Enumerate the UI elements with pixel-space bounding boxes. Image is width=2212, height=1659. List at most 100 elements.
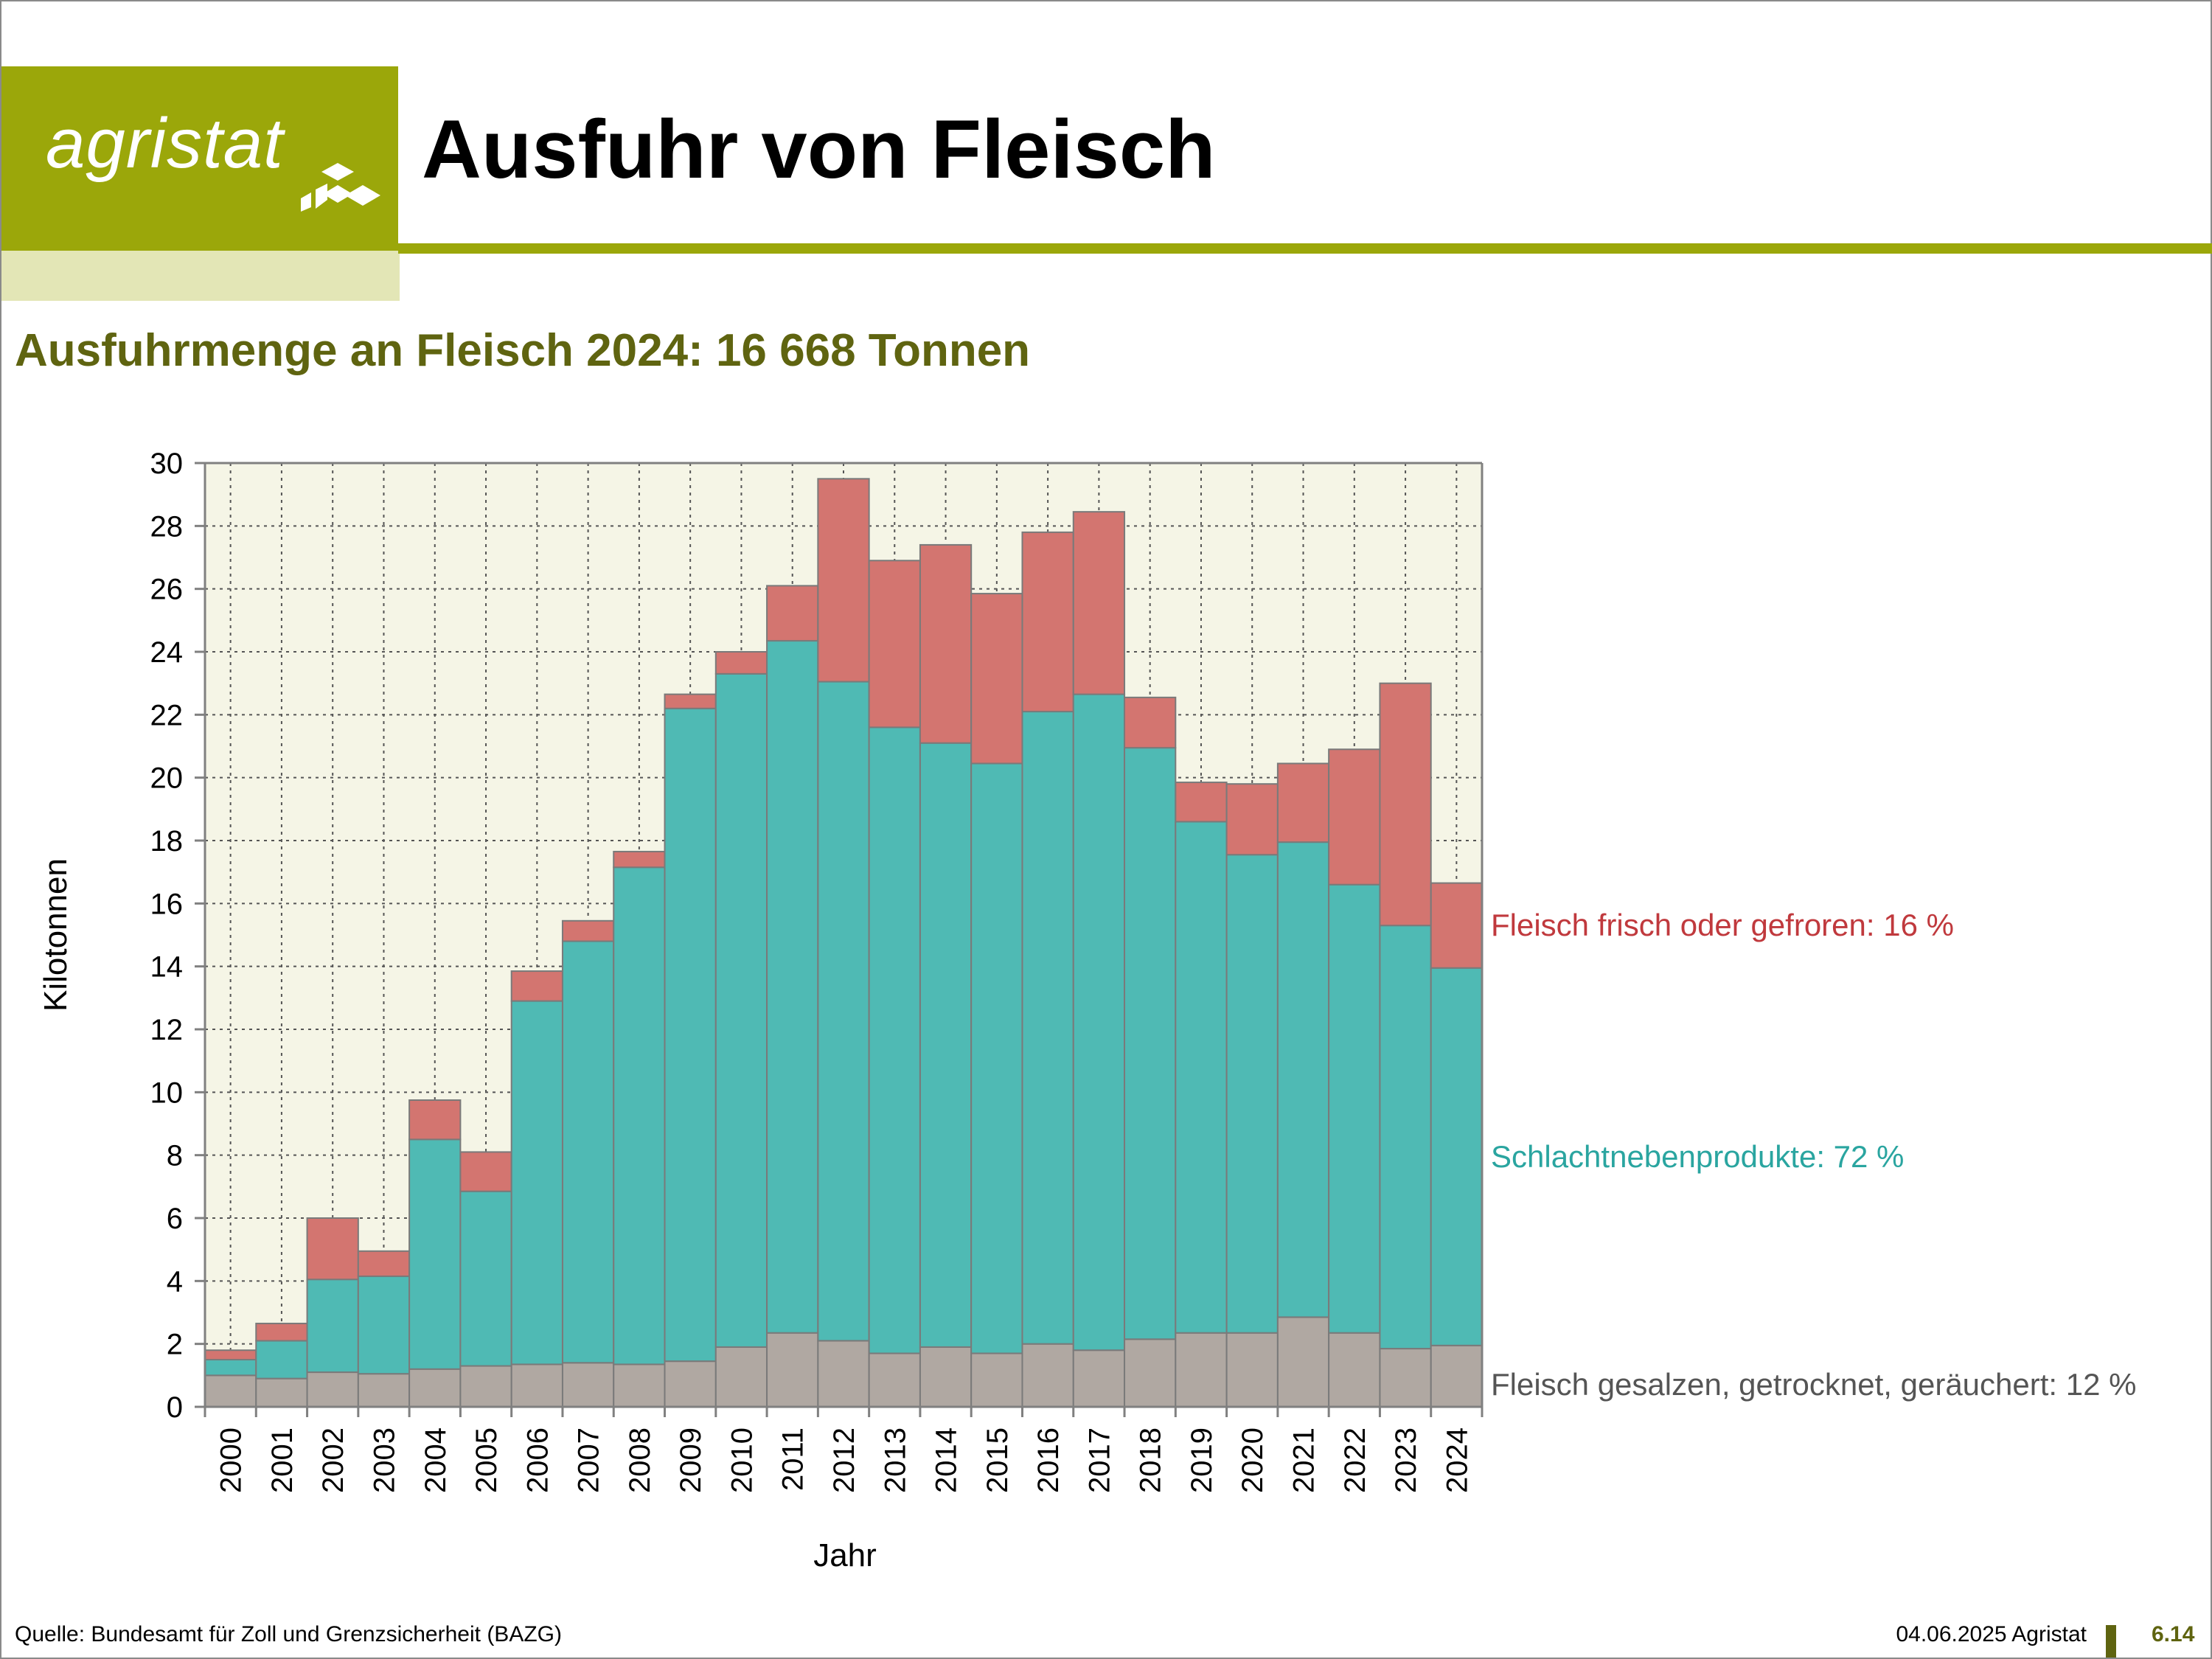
bar-segment-2 — [970, 593, 1023, 765]
bar-segment-2 — [204, 1349, 257, 1360]
y-tick-label: 26 — [150, 574, 184, 606]
source-note: Quelle: Bundesamt für Zoll und Grenzsich… — [15, 1622, 562, 1646]
footer-date: 04.06.2025 Agristat — [1896, 1622, 2087, 1646]
x-tick-label: 2023 — [1390, 1427, 1422, 1493]
bar-segment-1 — [1225, 854, 1279, 1334]
bar-segment-2 — [1072, 511, 1126, 695]
bar-segment-0 — [1276, 1316, 1330, 1408]
bar-segment-0 — [1379, 1348, 1432, 1408]
logo-diamonds-icon — [301, 163, 380, 212]
bar-segment-0 — [970, 1352, 1023, 1408]
y-tick-label: 22 — [150, 699, 184, 731]
bar-segment-2 — [1175, 782, 1228, 823]
bar-segment-0 — [664, 1360, 717, 1408]
x-tick-label: 2010 — [726, 1427, 758, 1493]
footer-separator — [2106, 1625, 2116, 1658]
y-tick-label: 28 — [150, 510, 184, 543]
x-axis-title: Jahr — [813, 1537, 877, 1573]
bar-segment-2 — [1328, 748, 1381, 886]
bar-segment-2 — [919, 543, 973, 744]
bar-segment-1 — [664, 707, 717, 1363]
bar-segment-1 — [613, 866, 666, 1366]
y-tick-label: 4 — [167, 1265, 183, 1298]
bar-segment-1 — [1175, 821, 1228, 1334]
page-title: Ausfuhr von Fleisch — [422, 103, 1216, 195]
bar-segment-0 — [1225, 1332, 1279, 1408]
bar-segment-2 — [817, 478, 870, 683]
bar-segment-1 — [1328, 883, 1381, 1334]
bar-segment-2 — [714, 651, 768, 675]
bar-segment-1 — [408, 1138, 462, 1370]
y-tick-label: 24 — [150, 636, 184, 669]
bar-segment-1 — [1379, 925, 1432, 1350]
x-tick-label: 2001 — [266, 1427, 299, 1493]
bar-segment-0 — [1175, 1332, 1228, 1408]
x-tick-label: 2016 — [1032, 1427, 1065, 1493]
bar-segment-1 — [561, 940, 615, 1364]
x-tick-label: 2005 — [470, 1427, 503, 1493]
logo-underlay — [1, 251, 400, 301]
y-tick-label: 0 — [167, 1391, 183, 1424]
bar-segment-1 — [1276, 841, 1330, 1318]
bar-segment-2 — [1124, 696, 1177, 749]
bar-segment-2 — [408, 1099, 462, 1141]
x-tick-label: 2004 — [420, 1427, 452, 1493]
bar-segment-1 — [204, 1359, 257, 1377]
bar-segment-0 — [613, 1363, 666, 1408]
bar-segment-0 — [510, 1363, 563, 1408]
y-tick-label: 8 — [167, 1140, 183, 1172]
chart-subtitle: Ausfuhrmenge an Fleisch 2024: 16 668 Ton… — [15, 325, 1031, 376]
bar-segment-0 — [408, 1368, 462, 1408]
x-tick-label: 2012 — [828, 1427, 860, 1493]
bar-segment-1 — [1124, 747, 1177, 1340]
logo-block — [1, 66, 398, 251]
bar-segment-1 — [510, 1000, 563, 1366]
bar-segment-0 — [1072, 1349, 1126, 1408]
y-tick-label: 12 — [150, 1014, 184, 1046]
x-tick-label: 2000 — [215, 1427, 248, 1493]
x-tick-label: 2022 — [1339, 1427, 1371, 1493]
bar-segment-2 — [1379, 682, 1432, 927]
bar-segment-0 — [919, 1346, 973, 1408]
x-tick-label: 2014 — [931, 1427, 963, 1493]
bar-segment-1 — [714, 672, 768, 1348]
bar-segment-2 — [766, 585, 819, 642]
x-tick-label: 2024 — [1441, 1427, 1473, 1493]
bar-segment-0 — [1021, 1343, 1074, 1408]
bar-segment-2 — [510, 970, 563, 1002]
bar-segment-1 — [817, 681, 870, 1342]
y-tick-label: 18 — [150, 825, 184, 858]
bar-segment-2 — [459, 1151, 512, 1192]
x-tick-label: 2003 — [368, 1427, 400, 1493]
bar-segment-2 — [1021, 531, 1074, 713]
x-tick-label: 2013 — [879, 1427, 911, 1493]
bar-segment-1 — [766, 640, 819, 1334]
bar-segment-2 — [561, 919, 615, 942]
bar-segment-1 — [306, 1279, 359, 1374]
bar-segment-0 — [1430, 1344, 1483, 1408]
bar-segment-2 — [255, 1322, 308, 1342]
x-tick-label: 2006 — [521, 1427, 554, 1493]
y-tick-label: 14 — [150, 951, 184, 984]
bar-segment-2 — [664, 693, 717, 709]
bar-segment-1 — [868, 726, 921, 1354]
y-tick-label: 16 — [150, 888, 184, 920]
y-tick-label: 10 — [150, 1077, 184, 1109]
y-tick-label: 6 — [167, 1203, 183, 1235]
bar-segment-0 — [357, 1373, 411, 1408]
x-tick-label: 2020 — [1237, 1427, 1269, 1493]
bar-segment-0 — [204, 1374, 257, 1408]
x-tick-label: 2007 — [573, 1427, 605, 1493]
bar-segment-1 — [1430, 967, 1483, 1346]
page-number: 6.14 — [2152, 1622, 2195, 1646]
bar-segment-0 — [766, 1332, 819, 1408]
bar-segment-2 — [868, 560, 921, 728]
bar-segment-2 — [1225, 783, 1279, 856]
x-tick-label: 2011 — [777, 1427, 810, 1491]
x-tick-label: 2018 — [1135, 1427, 1167, 1493]
bar-segment-0 — [561, 1362, 615, 1408]
y-tick-label: 30 — [150, 448, 184, 480]
bar-segment-0 — [255, 1377, 308, 1408]
bar-segment-2 — [357, 1250, 411, 1277]
